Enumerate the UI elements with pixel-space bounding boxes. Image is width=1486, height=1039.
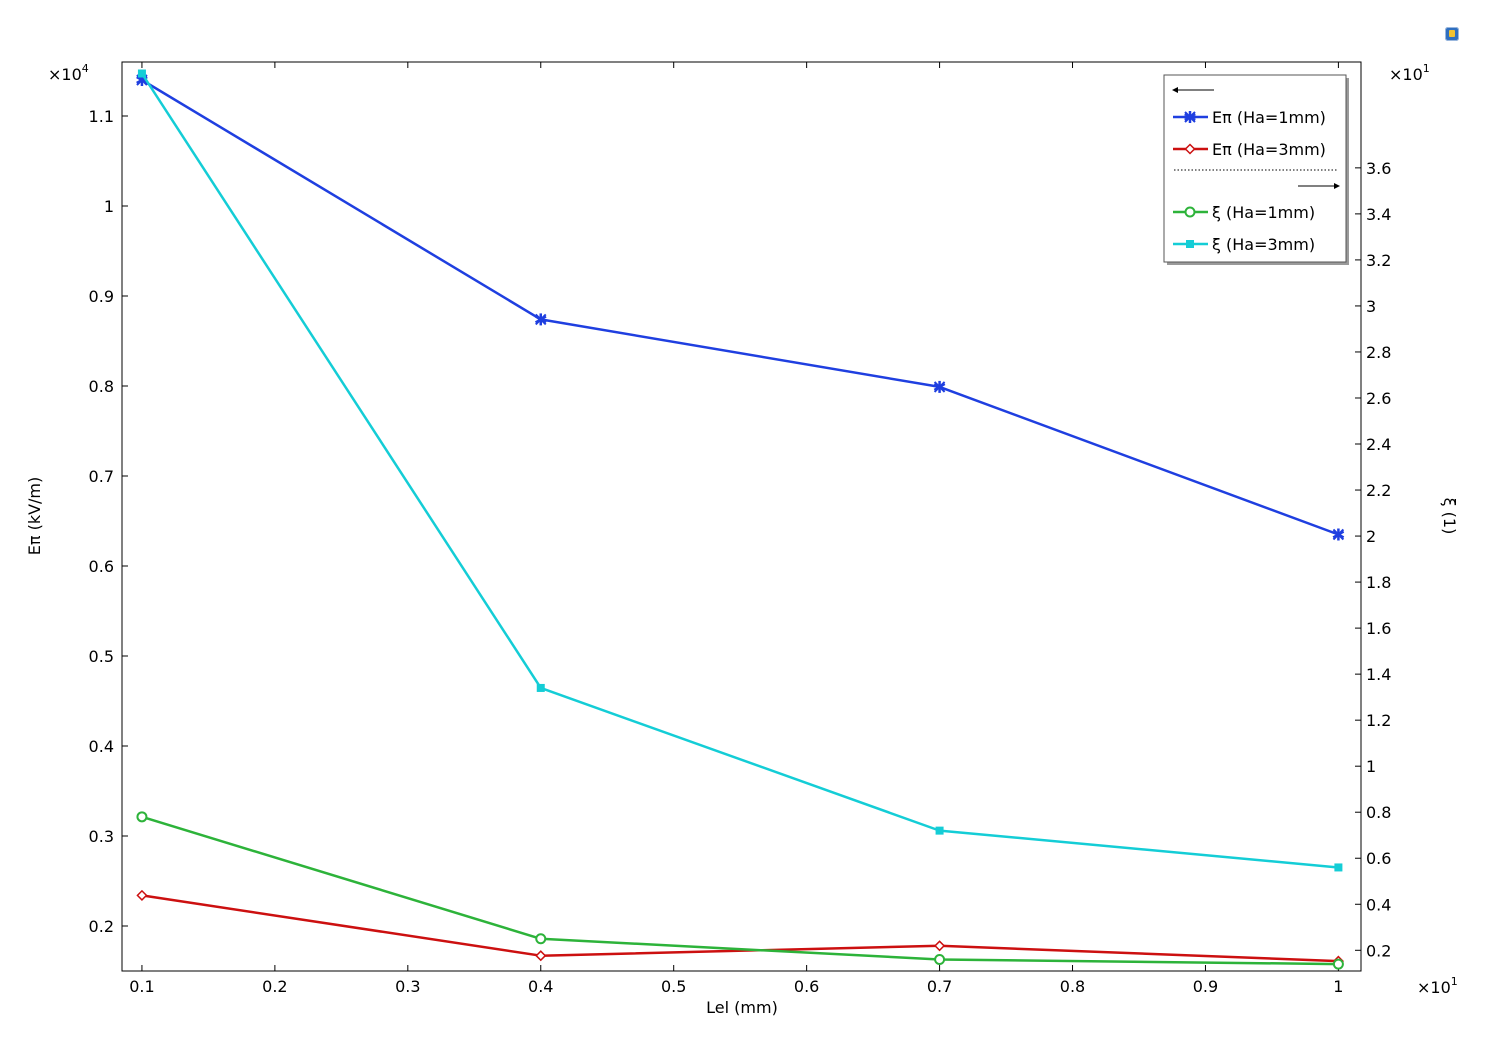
x-tick-label: 0.1 <box>129 977 154 996</box>
right-y-tick-label: 2.8 <box>1366 343 1391 362</box>
right-y-tick-label: 3.2 <box>1366 251 1391 270</box>
right-y-tick-label: 1.6 <box>1366 619 1391 638</box>
x-tick-label: 0.6 <box>794 977 819 996</box>
right-axis-arrow-icon <box>1298 183 1340 189</box>
left-y-multiplier-base: ×10 <box>48 65 82 84</box>
data-point <box>1332 958 1344 970</box>
right-y-tick-label: 1.8 <box>1366 573 1391 592</box>
data-point <box>1332 528 1345 541</box>
left-y-tick-label: 0.7 <box>89 467 114 486</box>
legend-label: Eπ (Ha=3mm) <box>1212 140 1326 159</box>
x-axis-label: Lel (mm) <box>706 998 778 1017</box>
series-line <box>141 815 1339 966</box>
data-point <box>136 811 148 823</box>
data-point <box>535 950 547 962</box>
right-y-tick-label: 0.8 <box>1366 803 1391 822</box>
data-point <box>536 683 545 692</box>
x-tick-label: 0.9 <box>1193 977 1218 996</box>
legend-entry-4: ξ (Ha=3mm) <box>1173 235 1315 254</box>
right-y-tick-label: 0.6 <box>1366 849 1391 868</box>
right-y-multiplier-base: ×10 <box>1389 65 1423 84</box>
left-y-tick-label: 0.6 <box>89 557 114 576</box>
x-axis-ticks: 0.1 0.2 0.3 0.4 0.5 0.6 0.7 0.8 0.9 1 <box>129 62 1343 996</box>
left-y-axis-ticks: 0.2 0.3 0.4 0.5 0.6 0.7 0.8 0.9 1 1.1 <box>89 107 128 936</box>
left-y-axis-label: Eπ (kV/m) <box>25 477 44 556</box>
left-y-multiplier: ×104 <box>48 62 89 84</box>
legend-marker <box>1184 111 1196 123</box>
x-multiplier: ×101 <box>1417 975 1458 997</box>
data-point <box>934 940 946 952</box>
left-y-tick-label: 0.5 <box>89 647 114 666</box>
right-y-tick-label: 2.4 <box>1366 435 1391 454</box>
data-point <box>136 889 148 901</box>
series-4 <box>137 69 1343 872</box>
right-y-tick-label: 3.4 <box>1366 205 1391 224</box>
left-y-tick-label: 0.9 <box>89 287 114 306</box>
data-point <box>933 380 946 393</box>
plot-frame <box>121 61 1362 972</box>
right-y-tick-label: 3.6 <box>1366 159 1391 178</box>
x-multiplier-base: ×10 <box>1417 978 1451 997</box>
right-y-axis-ticks: 0.2 0.4 0.6 0.8 1 1.2 1.4 1.6 1.8 2 2.2 2.4 2.6 2.8 3 3… <box>1355 159 1391 960</box>
x-tick-label: 0.7 <box>927 977 952 996</box>
series-line <box>140 72 1339 869</box>
data-point <box>1334 863 1343 872</box>
data-point <box>137 69 146 78</box>
data-point <box>535 933 547 945</box>
legend-marker <box>1186 240 1194 248</box>
right-y-tick-label: 3 <box>1366 297 1376 316</box>
legend: Eπ (Ha=1mm) Eπ (Ha=3mm) ξ (Ha=1mm) ξ (Ha=3m… <box>1163 74 1349 265</box>
series-line <box>141 78 1339 536</box>
right-y-tick-label: 0.2 <box>1366 941 1391 960</box>
right-y-tick-label: 1.4 <box>1366 665 1391 684</box>
left-y-tick-label: 0.2 <box>89 917 114 936</box>
legend-label: ξ (Ha=3mm) <box>1212 235 1315 254</box>
legend-box <box>1163 74 1347 263</box>
right-y-axis-label: ξ (1) <box>1440 498 1459 535</box>
x-tick-label: 0.8 <box>1060 977 1085 996</box>
left-y-tick-label: 1 <box>104 197 114 216</box>
series-1 <box>136 74 1345 541</box>
legend-entry-1: Eπ (Ha=1mm) <box>1173 108 1326 127</box>
data-point <box>934 953 946 965</box>
legend-marker <box>1184 143 1196 155</box>
series-2 <box>136 889 1344 967</box>
right-y-tick-label: 2 <box>1366 527 1376 546</box>
legend-entries: Eπ (Ha=1mm) Eπ (Ha=3mm) ξ (Ha=1mm) ξ (Ha=3m… <box>1173 108 1326 254</box>
right-y-tick-label: 2.6 <box>1366 389 1391 408</box>
app-logo-icon <box>1445 27 1459 41</box>
series-layer <box>136 69 1345 970</box>
data-point <box>534 313 547 326</box>
x-tick-label: 1 <box>1333 977 1343 996</box>
x-tick-label: 0.5 <box>661 977 686 996</box>
left-y-tick-label: 0.3 <box>89 827 114 846</box>
data-point <box>935 826 944 835</box>
left-axis-arrow-icon <box>1172 87 1214 93</box>
right-y-multiplier: ×101 <box>1389 62 1430 84</box>
right-y-tick-label: 1 <box>1366 757 1376 776</box>
legend-entry-2: Eπ (Ha=3mm) <box>1173 140 1326 159</box>
right-y-tick-label: 0.4 <box>1366 895 1391 914</box>
right-y-multiplier-exp: 1 <box>1423 62 1430 75</box>
x-tick-label: 0.2 <box>262 977 287 996</box>
legend-marker <box>1184 206 1196 218</box>
right-y-tick-label: 2.2 <box>1366 481 1391 500</box>
left-y-tick-label: 0.8 <box>89 377 114 396</box>
x-tick-label: 0.3 <box>395 977 420 996</box>
legend-label: ξ (Ha=1mm) <box>1212 203 1315 222</box>
left-y-tick-label: 0.4 <box>89 737 114 756</box>
left-y-multiplier-exp: 4 <box>82 62 89 75</box>
x-tick-label: 0.4 <box>528 977 553 996</box>
legend-label: Eπ (Ha=1mm) <box>1212 108 1326 127</box>
legend-entry-3: ξ (Ha=1mm) <box>1173 203 1315 222</box>
series-line <box>141 894 1339 963</box>
left-y-tick-label: 1.1 <box>89 107 114 126</box>
x-multiplier-exp: 1 <box>1451 975 1458 988</box>
right-y-tick-label: 1.2 <box>1366 711 1391 730</box>
series-3 <box>136 811 1344 970</box>
